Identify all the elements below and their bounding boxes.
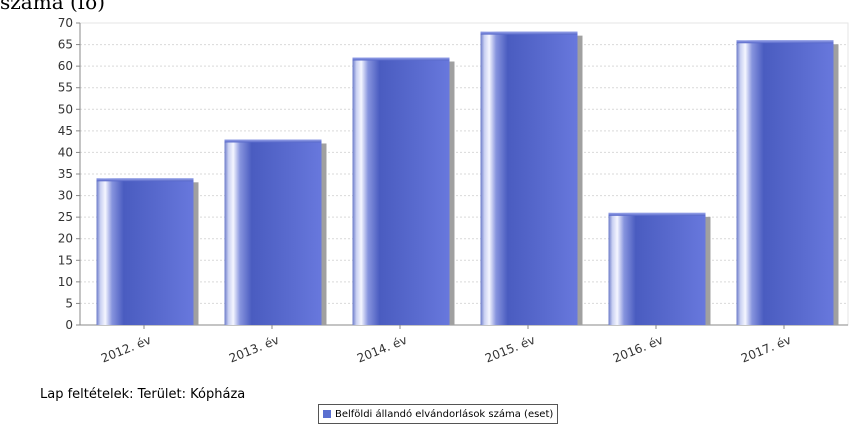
y-tick-label: 35 [58,167,73,181]
bar-body [352,57,450,326]
y-tick-label: 45 [58,124,73,138]
y-tick-label: 40 [58,145,73,159]
bar-body [480,31,578,325]
bar [608,212,711,325]
bar-body [608,212,706,325]
legend-swatch [323,410,331,418]
legend: Belföldi állandó elvándorlások száma (es… [318,404,559,424]
bar [352,57,455,326]
bar [736,40,839,325]
x-tick-label: 2014. év [355,333,409,366]
filter-conditions-text: Lap feltételek: Terület: Kópháza [40,387,246,402]
y-tick-label: 30 [58,189,73,203]
bar-cap [96,178,194,182]
y-tick-label: 65 [58,38,73,52]
bar-body [736,40,834,325]
bar-body [224,139,322,325]
x-tick-label: 2015. év [483,333,537,366]
y-tick-label: 20 [58,232,73,246]
x-tick-label: 2013. év [227,333,281,366]
bar-cap [736,40,834,44]
axes [76,22,849,329]
bar [480,31,583,325]
bar [96,178,199,325]
y-tick-label: 10 [58,275,73,289]
y-tick-label: 15 [58,253,73,267]
y-tick-label: 25 [58,210,73,224]
grid-lines [80,22,848,304]
x-tick-label: 2017. év [739,333,793,366]
legend-label: Belföldi állandó elvándorlások száma (es… [335,408,554,420]
bar-cap [480,31,578,35]
chart-title: száma (fő) [0,0,106,14]
y-tick-label: 50 [58,102,73,116]
y-tick-label: 55 [58,81,73,95]
bar-cap [224,139,322,143]
bar-cap [352,57,450,61]
x-tick-label: 2016. év [611,333,665,366]
x-tick-labels: 2012. év 2013. év 2014. év 2015. év 2016. év… [99,333,793,366]
bar [224,139,327,325]
y-tick-label: 5 [65,296,73,310]
bars [96,31,839,326]
y-tick-label: 70 [58,16,73,30]
bar-body [96,178,194,325]
x-tick-label: 2012. év [99,333,153,366]
y-tick-labels: 0 5 10 15 20 25 30 35 40 45 50 55 60 65 70 [58,16,73,332]
y-tick-label: 60 [58,59,73,73]
bar-cap [608,212,706,216]
y-tick-label: 0 [65,318,73,332]
